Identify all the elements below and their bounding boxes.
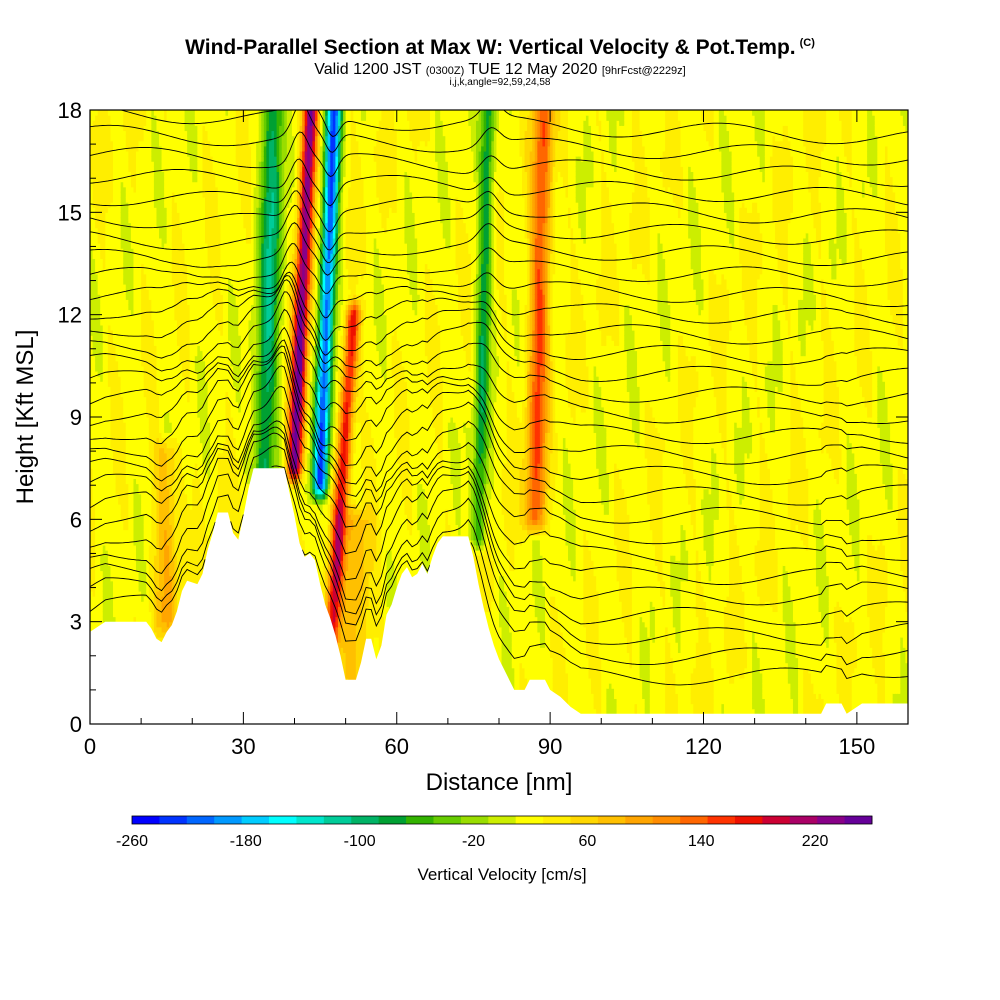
plot-area bbox=[90, 80, 909, 725]
cross-section-chart: 0 30 60 90 120 1500369121518Distance [nm]Heig… bbox=[0, 0, 1000, 1000]
